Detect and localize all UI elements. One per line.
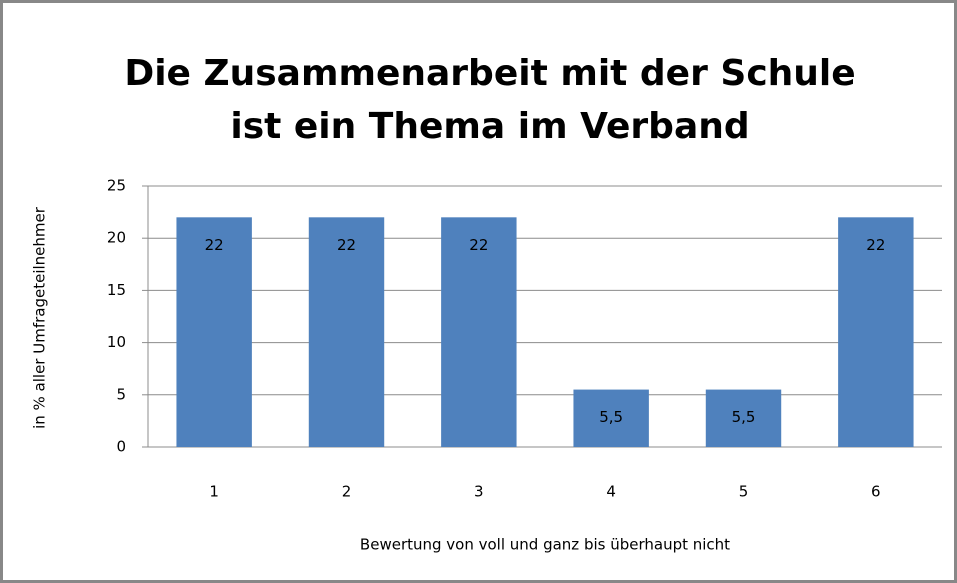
chart-title: ist ein Thema im Verband <box>230 106 749 147</box>
bar <box>441 217 517 447</box>
bar <box>176 217 252 447</box>
y-tick-label: 10 <box>107 333 126 351</box>
data-label: 22 <box>205 236 224 254</box>
chart-title: Die Zusammenarbeit mit der Schule <box>124 53 855 94</box>
y-tick-label: 20 <box>107 229 126 247</box>
bar <box>308 217 385 447</box>
y-tick-label: 5 <box>116 385 126 403</box>
data-label: 5,5 <box>732 408 756 426</box>
bar <box>573 389 649 447</box>
data-label: 5,5 <box>599 408 623 426</box>
x-tick-label: 5 <box>739 483 749 501</box>
data-label: 22 <box>337 236 356 254</box>
y-tick-label: 25 <box>107 177 126 195</box>
y-axis-label: in % aller Umfrageteilnehmer <box>31 206 49 429</box>
data-label: 22 <box>469 236 488 254</box>
y-tick-label: 0 <box>116 438 126 456</box>
x-tick-label: 3 <box>474 483 484 501</box>
x-axis-label: Bewertung von voll und ganz bis überhaup… <box>360 536 730 554</box>
bar <box>838 217 914 447</box>
data-label: 22 <box>866 236 885 254</box>
x-tick-label: 4 <box>606 483 616 501</box>
x-tick-label: 6 <box>871 483 881 501</box>
bar <box>705 389 782 447</box>
x-tick-label: 1 <box>209 483 219 501</box>
y-tick-label: 15 <box>107 281 126 299</box>
x-tick-label: 2 <box>342 483 352 501</box>
